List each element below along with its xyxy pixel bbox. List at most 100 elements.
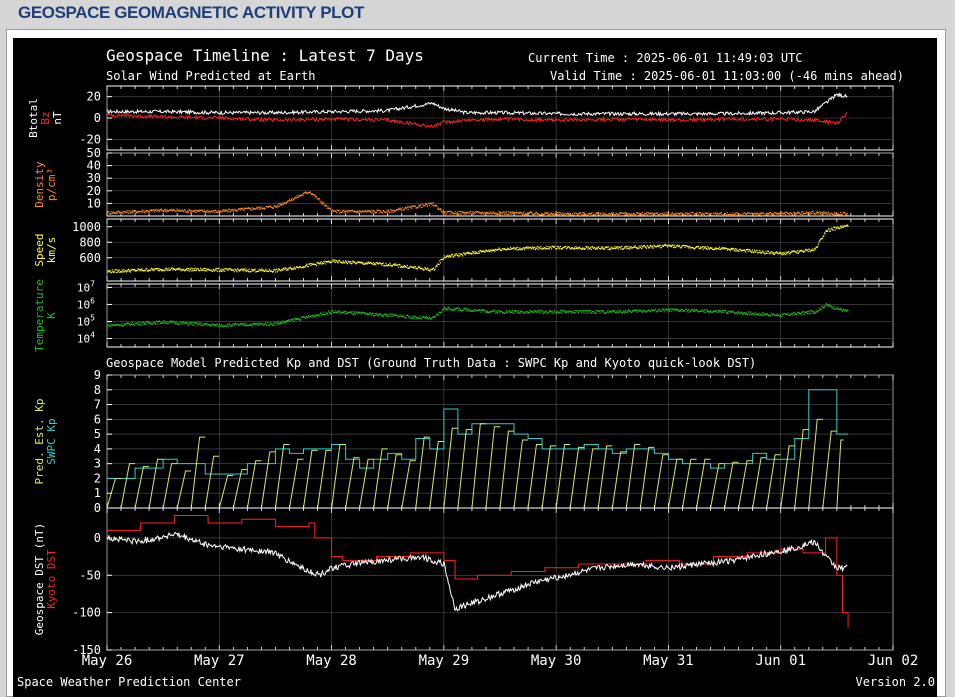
scatter-point (334, 310, 336, 312)
scatter-point (448, 306, 450, 308)
scatter-point (508, 213, 510, 216)
scatter-point (647, 310, 649, 312)
scatter-point (656, 246, 658, 248)
scatter-point (336, 261, 338, 263)
scatter-point (311, 193, 313, 195)
scatter-point (220, 210, 222, 212)
scatter-point (124, 270, 126, 272)
scatter-point (210, 269, 212, 271)
scatter-point (217, 209, 219, 212)
scatter-point (348, 261, 350, 263)
scatter-point (635, 309, 638, 311)
scatter-point (686, 245, 688, 247)
scatter-point (672, 244, 674, 247)
scatter-point (592, 247, 594, 249)
scatter-point (162, 269, 165, 271)
scatter-point (707, 246, 709, 248)
scatter-point (783, 213, 785, 215)
scatter-point (430, 268, 432, 271)
scatter-point (311, 193, 314, 195)
scatter-point (154, 211, 156, 213)
scatter-point (379, 209, 381, 211)
scatter-point (788, 314, 790, 316)
scatter-point (428, 318, 430, 320)
scatter-point (672, 213, 675, 215)
scatter-point (489, 311, 491, 313)
scatter-point (662, 309, 665, 311)
scatter-point (721, 246, 723, 249)
scatter-point (301, 193, 303, 195)
scatter-point (452, 309, 454, 311)
scatter-point (526, 213, 528, 215)
scatter-point (288, 319, 290, 321)
scatter-point (722, 309, 724, 312)
scatter-point (746, 249, 748, 251)
scatter-point (406, 314, 408, 316)
scatter-point (157, 210, 159, 212)
scatter-point (682, 213, 684, 215)
scatter-point (169, 209, 171, 211)
scatter-point (197, 324, 199, 326)
scatter-point (506, 213, 508, 216)
scatter-point (125, 211, 128, 213)
scatter-point (841, 213, 843, 215)
scatter-point (443, 308, 445, 310)
scatter-point (125, 323, 127, 325)
scatter-point (513, 247, 516, 249)
scatter-point (412, 317, 414, 319)
scatter-point (159, 208, 161, 211)
scatter-point (544, 311, 546, 313)
scatter-point (191, 321, 193, 324)
scatter-point (634, 245, 636, 247)
scatter-point (283, 202, 285, 204)
scatter-point (178, 323, 180, 325)
scatter-point (732, 247, 734, 249)
scatter-point (588, 246, 590, 248)
scatter-point (809, 213, 811, 215)
scatter-point (592, 214, 594, 216)
scatter-point (746, 213, 748, 215)
scatter-point (750, 251, 752, 253)
scatter-point (691, 212, 693, 214)
scatter-point (187, 267, 190, 270)
scatter-point (773, 252, 775, 254)
scatter-point (823, 232, 826, 234)
scatter-point (210, 210, 212, 212)
scatter-point (670, 246, 673, 248)
scatter-point (715, 310, 717, 312)
scatter-point (524, 214, 526, 216)
scatter-point (831, 306, 834, 309)
scatter-point (783, 313, 785, 315)
scatter-point (270, 270, 272, 272)
scatter-point (148, 210, 150, 213)
scatter-point (726, 247, 728, 250)
scatter-point (164, 267, 167, 270)
scatter-point (761, 213, 763, 215)
scatter-point (216, 323, 219, 325)
scatter-point (420, 317, 422, 320)
scatter-point (709, 311, 711, 313)
scatter-point (541, 213, 543, 216)
scatter-point (344, 312, 347, 315)
scatter-point (829, 304, 831, 306)
scatter-point (734, 248, 737, 250)
scatter-point (362, 312, 364, 314)
scatter-point (778, 251, 780, 253)
scatter-point (769, 252, 772, 254)
scatter-point (843, 225, 845, 227)
scatter-point (327, 207, 330, 209)
scatter-point (387, 316, 390, 318)
scatter-point (505, 213, 507, 215)
scatter-point (232, 211, 235, 213)
scatter-point (264, 270, 266, 272)
scatter-point (681, 309, 683, 311)
scatter-point (837, 227, 840, 229)
scatter-point (445, 309, 448, 311)
scatter-point (343, 262, 345, 264)
scatter-point (552, 246, 555, 248)
scatter-point (551, 245, 553, 247)
scatter-point (570, 312, 572, 314)
scatter-point (691, 309, 693, 311)
scatter-point (365, 210, 367, 212)
scatter-point (116, 212, 118, 214)
